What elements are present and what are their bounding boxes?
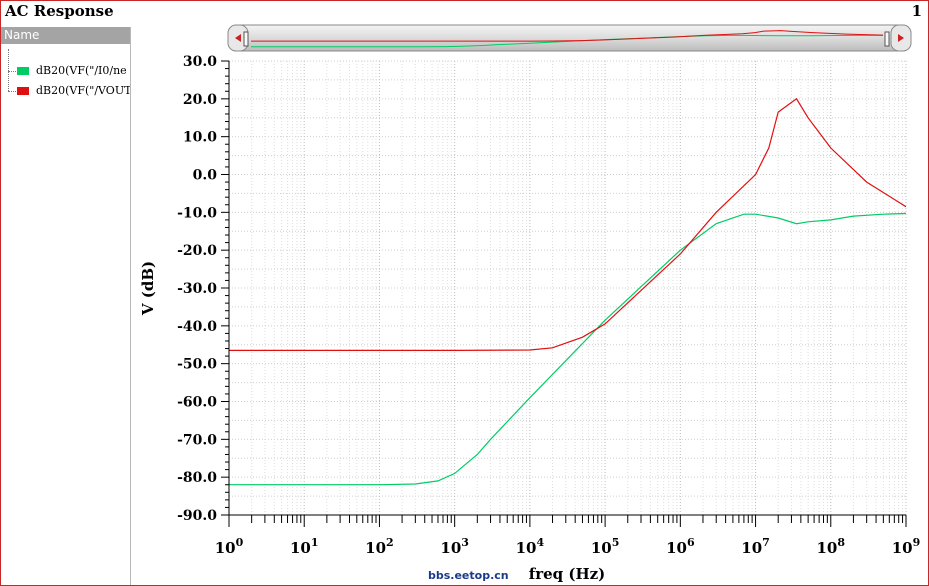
watermark: bbs.eetop.cn	[428, 569, 509, 582]
ac-response-chart: 30.0 20.0 10.0 0.0 -10.0 -20.0 -30.0 -40.0 -50.0…	[139, 24, 921, 583]
y-tick-label: -50.0	[177, 357, 217, 373]
arrow-left-icon	[235, 34, 241, 42]
overview-scrollbar[interactable]	[227, 24, 912, 52]
x-axis-label: freq (Hz)	[529, 565, 606, 583]
tree-connector	[8, 49, 9, 91]
legend-item-red[interactable]: dB20(VF("/VOUT	[7, 83, 130, 99]
overview-line-red	[251, 30, 884, 42]
legend-item-label: dB20(VF("/VOUT	[36, 84, 130, 97]
page-number: 1	[911, 2, 922, 20]
x-tick-label: 105	[591, 536, 620, 557]
y-axis-label: V (dB)	[139, 261, 157, 316]
series-line-red	[229, 97, 906, 351]
y-tick-label: -60.0	[177, 395, 217, 411]
x-tick-labels: 100 101 102 103 104 105 106 107 108 109	[215, 536, 921, 557]
overview-traces	[251, 30, 884, 48]
x-tick-label: 107	[741, 536, 770, 557]
x-tick-label: 100	[215, 536, 244, 557]
plot-area	[229, 61, 906, 515]
legend-swatch-green	[17, 67, 29, 75]
title-bar: AC Response 1	[1, 1, 928, 21]
scroll-grip-right[interactable]	[884, 31, 890, 47]
y-tick-label: -30.0	[177, 281, 217, 297]
y-tick-label: -10.0	[177, 205, 217, 221]
x-tick-label: 102	[365, 536, 394, 557]
legend-panel: Name dB20(VF("/I0/ne dB20(VF("/VOUT	[1, 27, 131, 585]
y-tick-labels: 30.0 20.0 10.0 0.0 -10.0 -20.0 -30.0 -40.0 -50.0…	[177, 54, 217, 524]
y-tick-label: 0.0	[193, 168, 218, 184]
window-title: AC Response	[5, 2, 114, 20]
series-line-green	[229, 212, 906, 486]
y-tick-label: -70.0	[177, 432, 217, 448]
x-tick-label: 106	[666, 536, 695, 557]
y-tick-label: 30.0	[183, 54, 217, 70]
tree-branch	[8, 91, 16, 92]
y-tick-label: 10.0	[183, 130, 217, 146]
y-tick-label: -80.0	[177, 470, 217, 486]
legend-item-label: dB20(VF("/I0/ne	[36, 64, 127, 77]
x-tick-label: 101	[290, 536, 319, 557]
axes	[221, 60, 907, 527]
x-tick-label: 104	[516, 536, 545, 557]
x-tick-label: 103	[440, 536, 469, 557]
y-tick-label: -20.0	[177, 243, 217, 259]
y-tick-label: -40.0	[177, 319, 217, 335]
x-tick-label: 108	[817, 536, 846, 557]
legend-item-green[interactable]: dB20(VF("/I0/ne	[7, 63, 130, 79]
legend-header[interactable]: Name	[1, 27, 130, 44]
x-tick-label: 109	[892, 536, 921, 557]
y-tick-label: -90.0	[177, 508, 217, 524]
arrow-right-icon	[898, 34, 904, 42]
legend-swatch-red	[17, 87, 29, 95]
tree-branch	[8, 71, 16, 72]
y-tick-label: 20.0	[183, 92, 217, 108]
series-group	[229, 97, 906, 486]
scroll-grip-left[interactable]	[243, 31, 249, 47]
